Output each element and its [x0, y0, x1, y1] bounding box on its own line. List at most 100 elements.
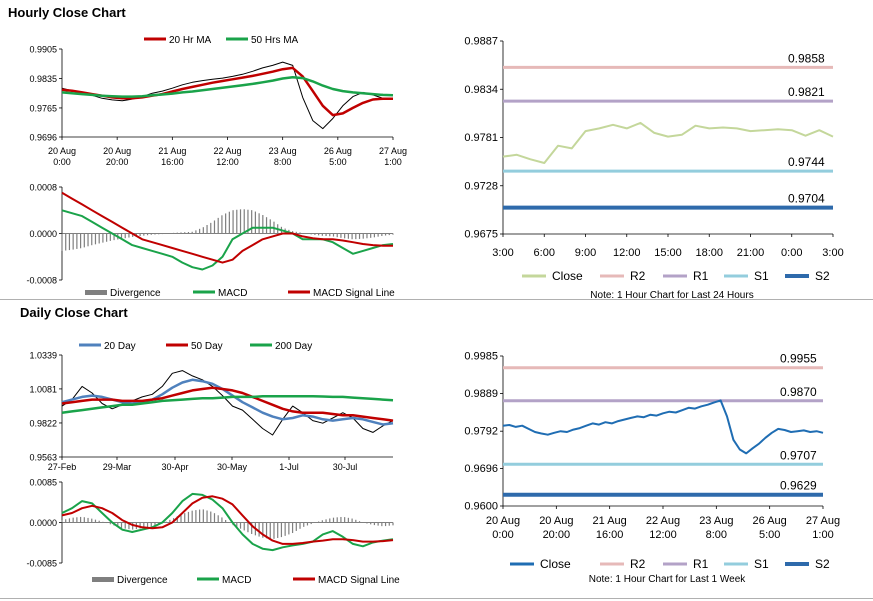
day-price-legend-label: 20 Day — [104, 341, 136, 352]
day-y-tick-label: 0.9792 — [464, 426, 498, 438]
day-legend-label: R1 — [693, 557, 709, 571]
hr-price-x-tick-label: 0:00 — [53, 157, 71, 167]
day-level-label: 0.9629 — [780, 479, 817, 493]
daily-title: Daily Close Chart — [20, 305, 128, 320]
day-x-tick-label: 20 Aug — [486, 515, 520, 527]
day-legend-label: Close — [540, 557, 571, 571]
hr-price-price-line — [61, 61, 394, 130]
hr-close-line — [502, 121, 834, 164]
hr-macd-y-tick-label: 0.0008 — [29, 183, 57, 193]
day-x-tick-label: 21 Aug — [593, 515, 627, 527]
hr-price-legend-label: 20 Hr MA — [169, 35, 212, 46]
hr-macd-signal-line — [61, 191, 393, 264]
hr-x-tick-label: 3:00 — [492, 247, 513, 259]
day-x-tick-label: 20 Aug — [539, 515, 573, 527]
hr-macd-y-tick-label: 0.0000 — [29, 229, 57, 239]
hr-y-tick-label: 0.9675 — [464, 229, 498, 241]
hr-price-x-tick-label: 23 Aug — [269, 146, 297, 156]
hr-y-tick-label: 0.9781 — [464, 132, 498, 144]
day-y-tick-label: 0.9985 — [464, 351, 498, 363]
day-legend-label: R2 — [630, 557, 646, 571]
hr-price-x-tick-label: 20 Aug — [48, 146, 76, 156]
bottom-border — [0, 598, 873, 599]
hr-y-tick-label: 0.9887 — [464, 36, 498, 48]
day-macd-legend-divergence-label: Divergence — [117, 575, 168, 586]
hr-x-tick-label: 18:00 — [695, 247, 723, 259]
hr-price-x-tick-label: 1:00 — [384, 157, 402, 167]
day-x-tick-label: 0:00 — [492, 529, 513, 541]
day-macd-y-tick-label: -0.0085 — [26, 559, 57, 569]
hr-y-tick-label: 0.9834 — [464, 84, 498, 96]
day-macd-legend-divergence-swatch — [92, 577, 114, 582]
day-legend-label: S1 — [754, 557, 769, 571]
hourly-title: Hourly Close Chart — [8, 5, 126, 20]
day-price-y-tick-label: 0.9563 — [29, 453, 57, 463]
hr-macd-y-tick-label: -0.0008 — [26, 276, 57, 286]
day-y-tick-label: 0.9600 — [464, 501, 498, 513]
hr-legend-label: S2 — [815, 269, 830, 283]
day-price-ma-line — [61, 378, 394, 426]
day-x-tick-label: 26 Aug — [753, 515, 787, 527]
day-price-y-tick-label: 1.0081 — [29, 384, 57, 394]
day-y-tick-label: 0.9889 — [464, 388, 498, 400]
hr-price-x-tick-label: 8:00 — [274, 157, 292, 167]
day-level-label: 0.9955 — [780, 352, 817, 366]
day-macd-legend-macd-label: MACD — [222, 575, 251, 586]
section-divider — [0, 299, 873, 300]
hr-x-tick-label: 6:00 — [534, 247, 555, 259]
day-x-tick-label: 23 Aug — [699, 515, 733, 527]
hr-note: Note: 1 Hour Chart for Last 24 Hours — [590, 290, 753, 301]
day-price-legend-label: 50 Day — [191, 341, 223, 352]
hr-macd-macd-line — [61, 209, 394, 271]
day-x-tick-label: 20:00 — [543, 529, 571, 541]
hr-x-tick-label: 0:00 — [781, 247, 802, 259]
day-note: Note: 1 Hour Chart for Last 1 Week — [589, 574, 747, 585]
hr-x-tick-label: 3:00 — [822, 247, 843, 259]
day-macd-y-tick-label: 0.0085 — [29, 478, 57, 488]
hr-price-legend-label: 50 Hrs MA — [251, 35, 299, 46]
hr-x-tick-label: 21:00 — [737, 247, 765, 259]
hr-y-tick-label: 0.9728 — [464, 180, 498, 192]
day-y-tick-label: 0.9696 — [464, 463, 498, 475]
day-price-y-tick-label: 1.0339 — [29, 351, 57, 361]
day-price-x-tick-label: 30-May — [217, 462, 248, 472]
hr-x-tick-label: 9:00 — [575, 247, 596, 259]
day-legend-label: S2 — [815, 557, 830, 571]
day-macd-y-tick-label: 0.0000 — [29, 518, 57, 528]
hr-price-ma-line — [61, 66, 393, 117]
hr-level-label: 0.9704 — [788, 192, 825, 206]
hr-price-x-tick-label: 22 Aug — [213, 146, 241, 156]
hr-price-x-tick-label: 27 Aug — [379, 146, 407, 156]
day-x-tick-label: 8:00 — [706, 529, 727, 541]
day-level-label: 0.9870 — [780, 385, 817, 399]
day-price-y-tick-label: 0.9822 — [29, 418, 57, 428]
day-price-ma-line — [61, 395, 394, 414]
hr-level-label: 0.9821 — [788, 85, 825, 99]
hr-macd-legend-divergence-label: Divergence — [110, 288, 161, 299]
day-price-x-tick-label: 1-Jul — [279, 462, 299, 472]
hr-price-x-tick-label: 5:00 — [329, 157, 347, 167]
hr-macd-legend-divergence-swatch — [85, 290, 107, 295]
hr-macd-legend-signal-label: MACD Signal Line — [313, 288, 395, 299]
hr-legend-label: R2 — [630, 269, 646, 283]
day-price-legend-label: 200 Day — [275, 341, 312, 352]
hr-legend-label: S1 — [754, 269, 769, 283]
hr-price-y-tick-label: 0.9835 — [29, 74, 57, 84]
day-price-price-line — [61, 370, 394, 436]
hr-price-ma-line — [61, 75, 394, 98]
day-x-tick-label: 16:00 — [596, 529, 624, 541]
day-level-label: 0.9707 — [780, 448, 817, 462]
hr-level-label: 0.9744 — [788, 155, 825, 169]
day-macd-legend-signal-label: MACD Signal Line — [318, 575, 400, 586]
hr-price-x-tick-label: 20:00 — [106, 157, 129, 167]
day-price-x-tick-label: 29-Mar — [103, 462, 132, 472]
day-macd-macd-line — [61, 492, 394, 552]
day-close-line — [502, 399, 824, 455]
day-x-tick-label: 5:00 — [759, 529, 780, 541]
hr-x-tick-label: 15:00 — [654, 247, 682, 259]
day-x-tick-label: 12:00 — [649, 529, 677, 541]
day-x-tick-label: 1:00 — [812, 529, 833, 541]
day-x-tick-label: 27 Aug — [806, 515, 840, 527]
day-x-tick-label: 22 Aug — [646, 515, 680, 527]
